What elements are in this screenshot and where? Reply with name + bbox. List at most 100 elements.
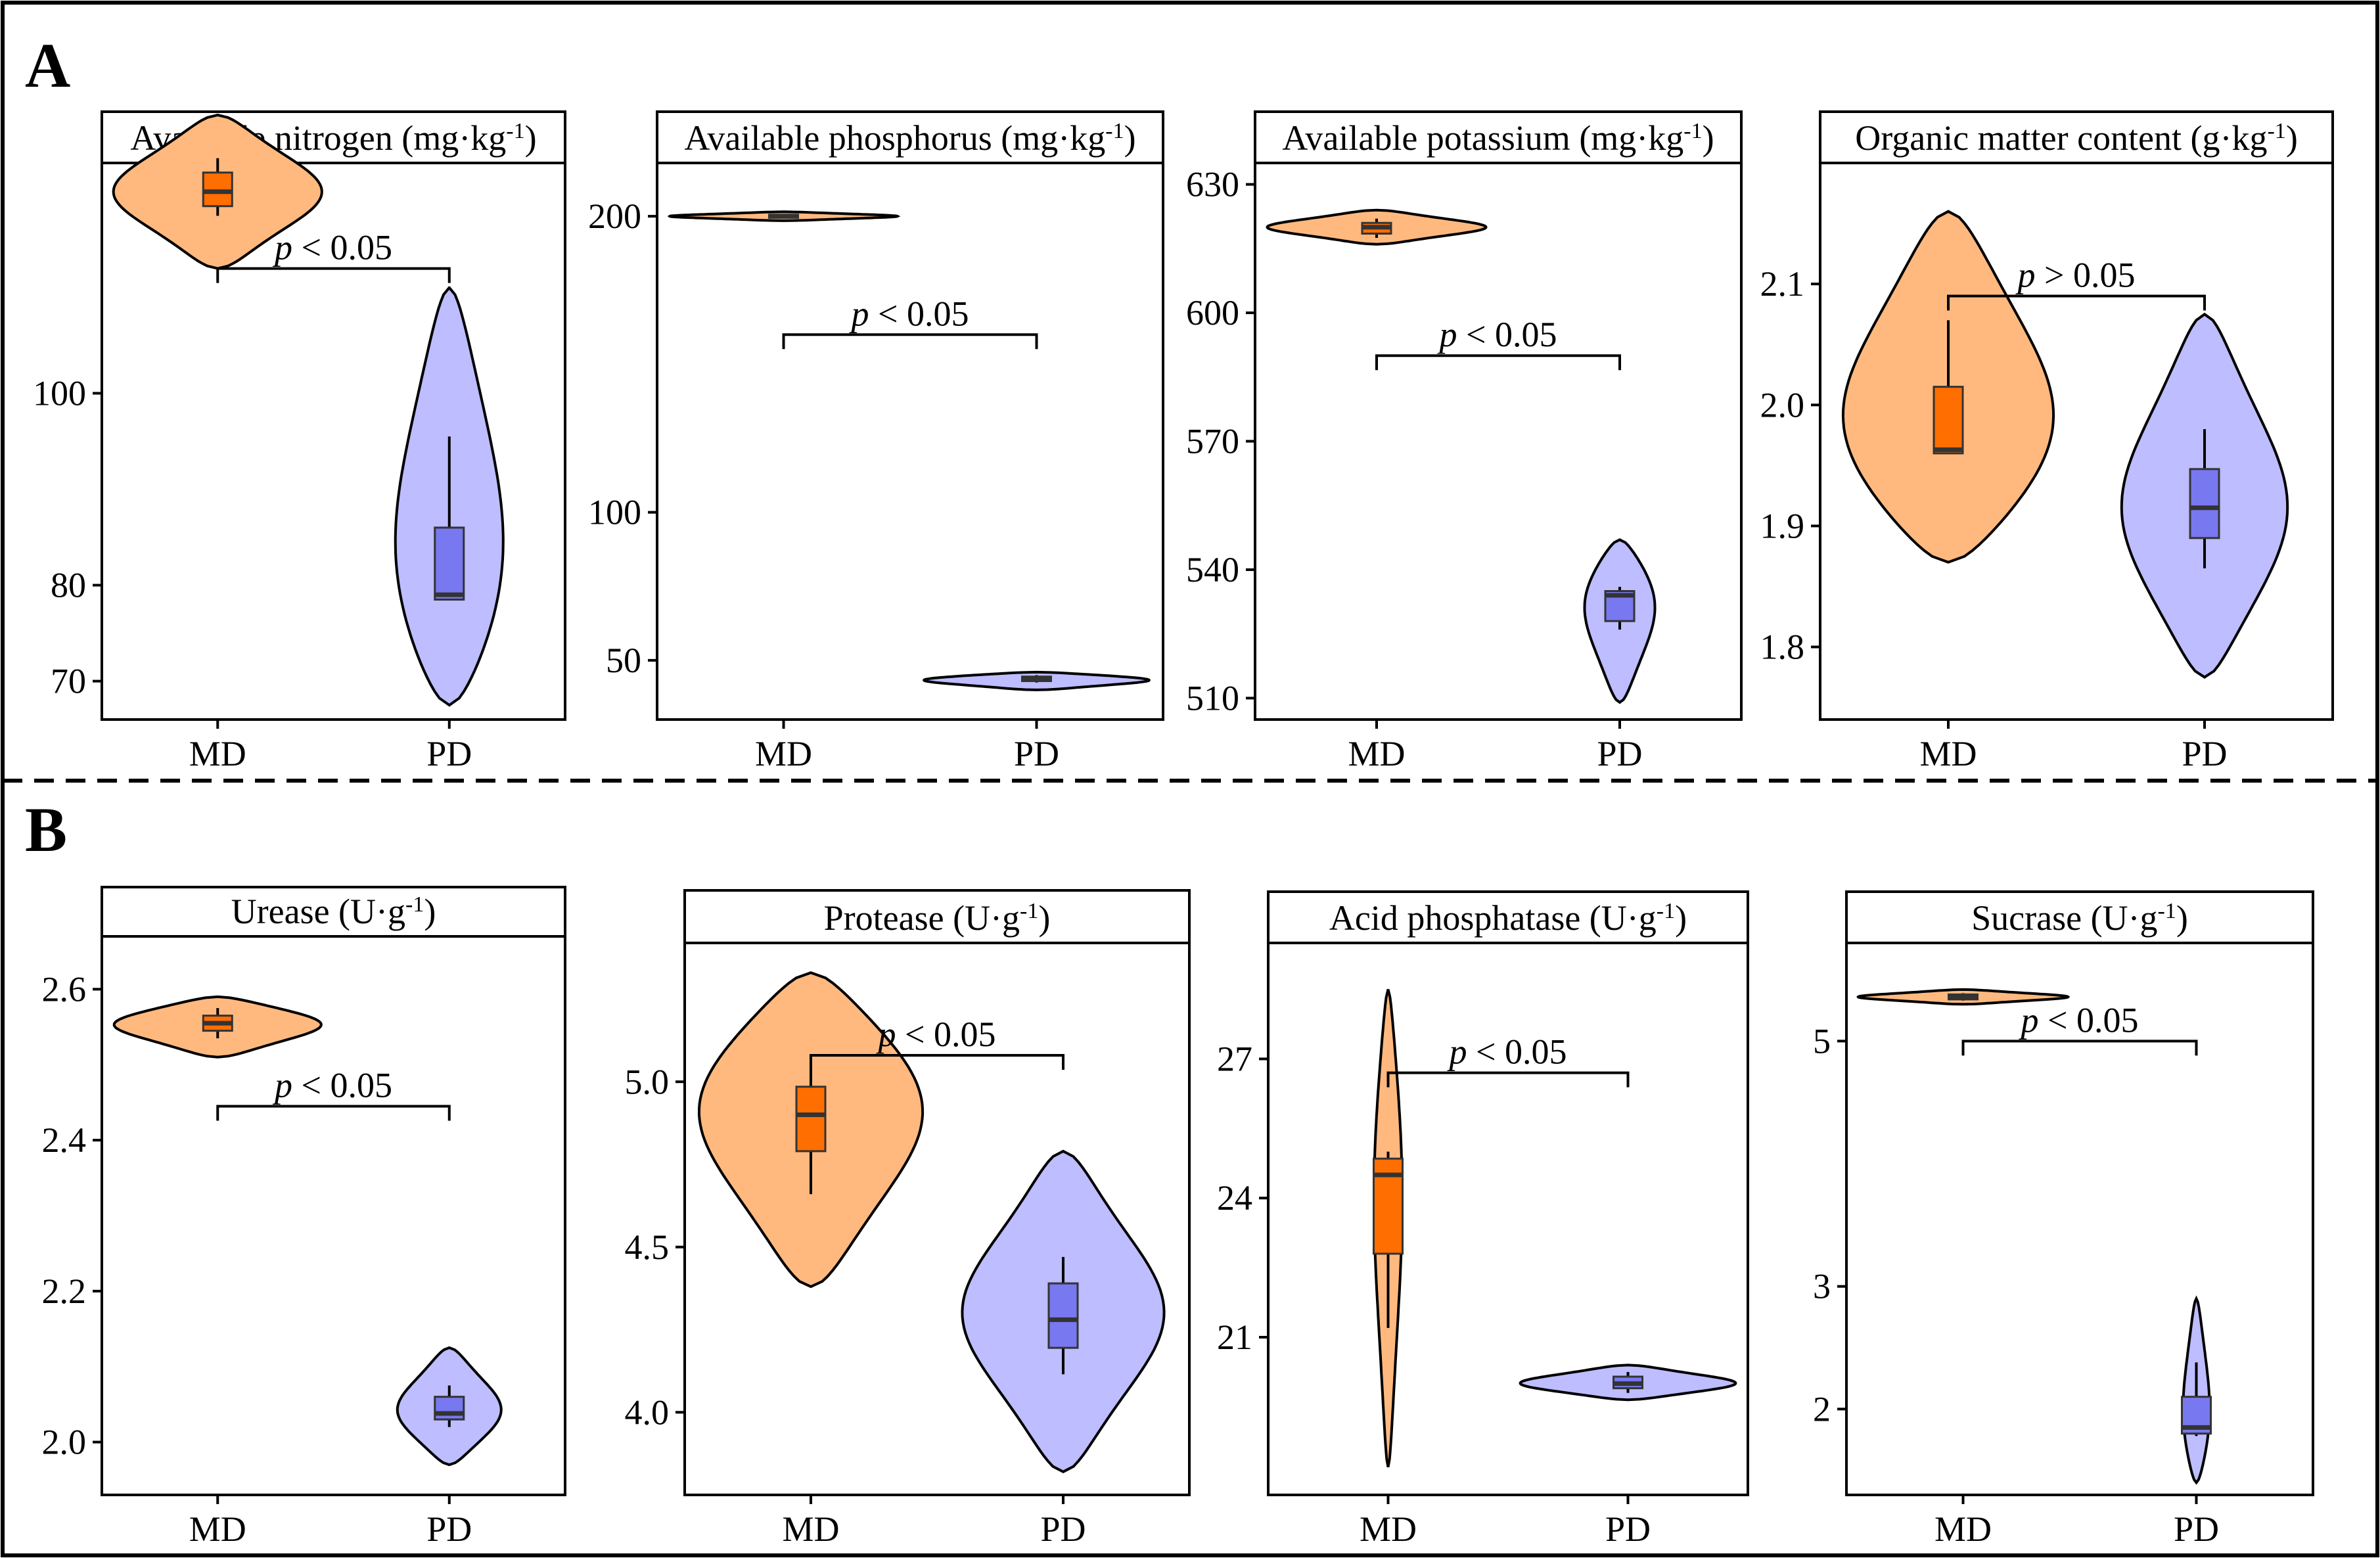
y-tick-label: 2.2 — [42, 1272, 87, 1311]
panel-title-superscript: -1 — [1020, 899, 1038, 923]
significance-bracket — [216, 267, 451, 283]
x-category-label-md: MD — [189, 1509, 246, 1549]
panel-title-text: Urease (U·g — [231, 892, 405, 931]
significance-rest: < 0.05 — [292, 1065, 392, 1105]
chart-panel-5: Urease (U·g-1) 2.0 2.2 2.4 2.6 MD PD p < 0.05 — [42, 886, 566, 1549]
box-iqr-pd — [2189, 468, 2220, 539]
y-tick-label: 5 — [1813, 1021, 1831, 1061]
x-category-label-pd: PD — [1605, 1509, 1651, 1549]
y-tick-label: 510 — [1186, 678, 1239, 718]
y-tick-label: 2.0 — [1760, 385, 1805, 424]
y-tick-label: 2 — [1813, 1389, 1831, 1429]
panel-title-close: ) — [424, 892, 436, 931]
x-category-label-pd: PD — [426, 734, 472, 773]
y-tick-label: 630 — [1186, 165, 1239, 204]
x-category-label-md: MD — [782, 1509, 839, 1549]
significance-p: p — [2015, 256, 2036, 295]
significance-label: p < 0.05 — [272, 228, 392, 267]
panel-title-close: ) — [1038, 898, 1050, 938]
panel-title-superscript: -1 — [1683, 119, 1702, 143]
x-category-label-md: MD — [1919, 734, 1977, 773]
panel-title-text: Available phosphorus (mg·kg — [684, 118, 1105, 158]
strip-title-box — [683, 889, 1191, 944]
significance-rest: > 0.05 — [2036, 256, 2136, 295]
plot-area — [1267, 942, 1749, 1496]
y-tick-label: 1.9 — [1760, 506, 1805, 545]
box-iqr-pd — [1047, 1282, 1079, 1349]
box-iqr-pd — [434, 1396, 465, 1421]
significance-label: p < 0.05 — [876, 1015, 996, 1054]
x-category-label-md: MD — [755, 734, 812, 773]
significance-label: p < 0.05 — [272, 1065, 392, 1105]
significance-p: p — [272, 1065, 292, 1105]
panel-title-superscript: -1 — [2267, 119, 2285, 143]
y-tick-label: 2.1 — [1760, 264, 1805, 304]
y-tick-label: 200 — [588, 196, 641, 236]
panel-title: Organic matter content (g·kg-1) — [1855, 118, 2298, 158]
strip-title-box — [1845, 890, 2314, 944]
panel-title: Available potassium (mg·kg-1) — [1282, 118, 1714, 158]
panel-title-close: ) — [1124, 118, 1136, 158]
plot-area — [101, 935, 566, 1496]
significance-p: p — [1447, 1032, 1467, 1072]
x-category-label-pd: PD — [2174, 1509, 2219, 1549]
significance-label: p > 0.05 — [2015, 256, 2136, 295]
y-tick-label: 600 — [1186, 293, 1239, 332]
chart-panel-6: Protease (U·g-1) 4.0 4.5 5.0 MD PD p < 0.05 — [625, 889, 1191, 1549]
y-tick-label: 2.0 — [42, 1423, 87, 1462]
plot-area — [1845, 942, 2314, 1496]
section-letter-b: B — [25, 794, 67, 865]
significance-p: p — [272, 228, 292, 267]
significance-label: p < 0.05 — [1447, 1032, 1567, 1072]
panel-title-close: ) — [1703, 118, 1714, 158]
significance-p: p — [849, 294, 869, 333]
significance-label: p < 0.05 — [2019, 1000, 2139, 1040]
significance-bracket — [1961, 1040, 2198, 1056]
y-tick-label: 2.4 — [42, 1120, 87, 1160]
chart-panel-8: Sucrase (U·g-1) 2 3 5 MD PD p < 0.05 — [1813, 890, 2314, 1549]
significance-bracket — [1947, 294, 2206, 311]
strip-title-box — [101, 886, 566, 938]
chart-panel-2: Available phosphorus (mg·kg-1) 50 100 200 MD… — [588, 110, 1164, 773]
panel-title-superscript: -1 — [506, 119, 524, 143]
significance-bracket — [782, 333, 1038, 350]
panel-title: Available phosphorus (mg·kg-1) — [684, 118, 1135, 158]
plot-area — [656, 162, 1164, 721]
panel-title-close: ) — [2176, 898, 2188, 938]
chart-panel-7: Acid phosphatase (U·g-1) 21 24 27 MD PD p < 0.… — [1217, 890, 1749, 1549]
plot-area — [683, 942, 1191, 1496]
significance-rest: < 0.05 — [1457, 315, 1557, 354]
plot-area — [1819, 162, 2334, 721]
plot-area — [101, 162, 566, 721]
panel-title-close: ) — [1675, 898, 1687, 938]
strip-title-box — [1254, 110, 1743, 164]
panel-title: Protease (U·g-1) — [824, 898, 1051, 938]
y-tick-label: 24 — [1217, 1178, 1252, 1218]
significance-rest: < 0.05 — [869, 294, 969, 333]
x-category-label-md: MD — [189, 734, 246, 773]
y-tick-label: 100 — [33, 373, 86, 413]
significance-p: p — [876, 1015, 896, 1054]
significance-rest: < 0.05 — [292, 228, 392, 267]
section-letter-a: A — [25, 30, 70, 101]
significance-p: p — [2019, 1000, 2039, 1040]
box-iqr-md — [202, 172, 233, 208]
y-tick-label: 27 — [1217, 1039, 1252, 1078]
panel-title-close: ) — [2286, 118, 2298, 158]
box-iqr-md — [1933, 386, 1964, 455]
panel-title-superscript: -1 — [1657, 899, 1675, 923]
y-tick-label: 21 — [1217, 1317, 1252, 1357]
significance-bracket — [1386, 1071, 1630, 1088]
y-tick-label: 570 — [1186, 422, 1239, 461]
panel-title-close: ) — [525, 118, 537, 158]
panel-title: Urease (U·g-1) — [231, 892, 436, 931]
chart-panel-4: Organic matter content (g·kg-1) 1.8 1.9 2.0… — [1760, 110, 2334, 773]
panel-title-text: Protease (U·g — [824, 898, 1020, 938]
significance-rest: < 0.05 — [896, 1015, 996, 1054]
chart-panel-3: Available potassium (mg·kg-1) 510 540 570 60… — [1186, 110, 1743, 773]
x-category-label-md: MD — [1360, 1509, 1417, 1549]
panel-title-text: Acid phosphatase (U·g — [1329, 898, 1657, 938]
y-tick-label: 2.6 — [42, 969, 87, 1009]
